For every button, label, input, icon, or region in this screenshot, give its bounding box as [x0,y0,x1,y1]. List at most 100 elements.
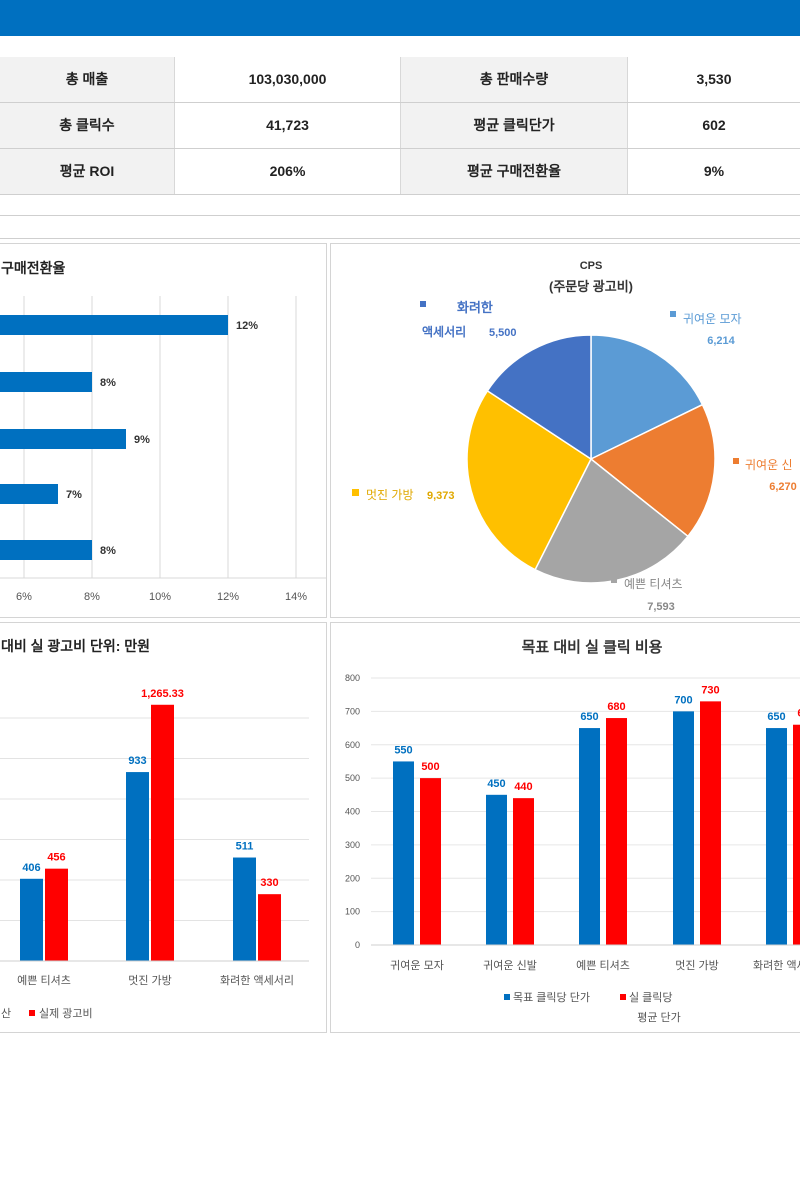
data-label: 66 [797,708,800,720]
x-tick-label: 14% [285,591,307,603]
legend-text: 실제 광고비 [39,1007,93,1020]
chart-title: 구매전환율 [1,260,66,276]
chart-subtitle: (주문당 광고비) [549,279,633,294]
y-tick-label: 500 [345,773,360,783]
click-cost-chart: 목표 대비 실 클릭 비용 0 100 200 300 400 500 600 700 800 5… [345,638,800,1024]
legend-text: 평균 단가 [637,1011,681,1024]
y-tick-label: 0 [355,940,360,950]
data-label: 7% [66,489,82,501]
slice-value-label: 7,593 [647,601,675,613]
data-label: 650 [767,711,785,723]
slice-label: 멋진 가방 [366,488,414,502]
slice-label: 귀여운 모자 [683,312,742,326]
legend-text: 목표 클릭당 단가 [513,991,590,1004]
bar [258,894,281,961]
conversion-rate-chart: 구매전환율 6% 8% 10% 12% 14% 12% 8% 9% 7% 8% [0,260,326,603]
conversion-rate-chart-panel: 구매전환율 6% 8% 10% 12% 14% 12% 8% 9% 7% 8% [0,243,327,618]
data-label: 550 [394,744,412,756]
x-tick-label: 8% [84,591,100,603]
bar [766,728,787,945]
category-label: 멋진 가방 [675,959,719,972]
data-label: 330 [260,877,278,889]
legend-marker [504,994,510,1000]
bar [151,704,174,961]
kpi-row: 평균 ROI 206% 평균 구매전환율 9% [0,149,800,195]
cps-pie-chart: CPS (주문당 광고비) 귀여운 모자 6,214 귀여운 신 6,270 예쁜 티셔… [352,260,797,613]
y-tick-label: 600 [345,740,360,750]
click-cost-chart-panel: 목표 대비 실 클릭 비용 0 100 200 300 400 500 600 700 800 5… [330,622,800,1033]
category-label: 예쁜 티셔츠 [576,959,630,972]
legend-marker [420,301,426,307]
category-label: 화려한 액세서리 [753,959,800,972]
data-label: 8% [100,545,116,557]
y-tick-label: 400 [345,807,360,817]
data-label: 12% [236,320,258,332]
category-label: 예쁜 티셔츠 [17,974,71,987]
data-label: 9% [134,434,150,446]
data-label: 450 [487,778,505,790]
kpi-row: 총 클릭수 41,723 평균 클릭단가 602 [0,103,800,149]
kpi-row: 총 매출 103,030,000 총 판매수량 3,530 [0,57,800,103]
data-label: 511 [236,841,254,853]
kpi-value: 3,530 [696,71,732,87]
y-tick-label: 200 [345,873,360,883]
data-label: 500 [421,761,439,773]
header-bar [0,0,800,36]
kpi-value: 9% [703,163,725,179]
kpi-value: 206% [175,149,401,194]
pie-slice [466,389,592,571]
bar [0,372,92,392]
kpi-label: 총 판매수량 [401,57,628,102]
legend-text: 산 [1,1007,11,1020]
data-label: 440 [514,781,532,793]
slice-value-label: 5,500 [489,327,517,339]
slice-label: 액세서리 [422,324,466,339]
bar [126,772,149,961]
bar [793,724,800,945]
chart-title: 목표 대비 실 클릭 비용 [522,638,663,656]
legend-marker [29,1010,35,1016]
slice-label: 예쁜 티셔츠 [624,577,683,591]
bar [0,315,228,335]
bar [673,711,694,945]
legend-marker [352,489,359,496]
bar [486,794,507,945]
data-label: 1,265.33 [141,688,184,700]
y-tick-label: 100 [345,907,360,917]
legend-marker [620,994,626,1000]
slice-value-label: 6,270 [769,481,797,493]
data-label: 933 [128,755,146,767]
bar [20,878,43,961]
bar [606,718,627,945]
slice-label: 귀여운 신 [745,458,793,472]
bar [45,868,68,961]
kpi-summary-table: 총 매출 103,030,000 총 판매수량 3,530 총 클릭수 41,7… [0,57,800,195]
y-tick-label: 800 [345,673,360,683]
divider [0,238,800,239]
kpi-label: 평균 구매전환율 [401,149,628,194]
category-label: 화려한 액세서리 [220,974,294,987]
data-label: 680 [607,701,625,713]
legend-marker [670,311,676,317]
x-tick-label: 12% [217,591,239,603]
bar [513,798,534,945]
data-label: 456 [47,852,65,864]
slice-value-label: 9,373 [427,490,455,502]
kpi-label: 평균 클릭단가 [401,103,628,148]
chart-title: CPS [580,260,603,272]
legend-marker [733,458,739,464]
chart-title: 대비 실 광고비 단위: 만원 [1,638,150,654]
kpi-value: 103,030,000 [175,57,401,102]
bar [0,429,126,449]
category-label: 귀여운 모자 [390,959,444,972]
kpi-label: 평균 ROI [0,149,175,194]
legend-marker [611,577,617,583]
divider [0,215,800,216]
bar [0,484,58,504]
data-label: 406 [22,862,40,874]
kpi-value: 41,723 [175,103,401,148]
legend-text: 실 클릭당 [629,991,673,1004]
pie-slice [589,403,716,538]
pie-slice [534,457,689,584]
pie-slice [590,334,704,461]
